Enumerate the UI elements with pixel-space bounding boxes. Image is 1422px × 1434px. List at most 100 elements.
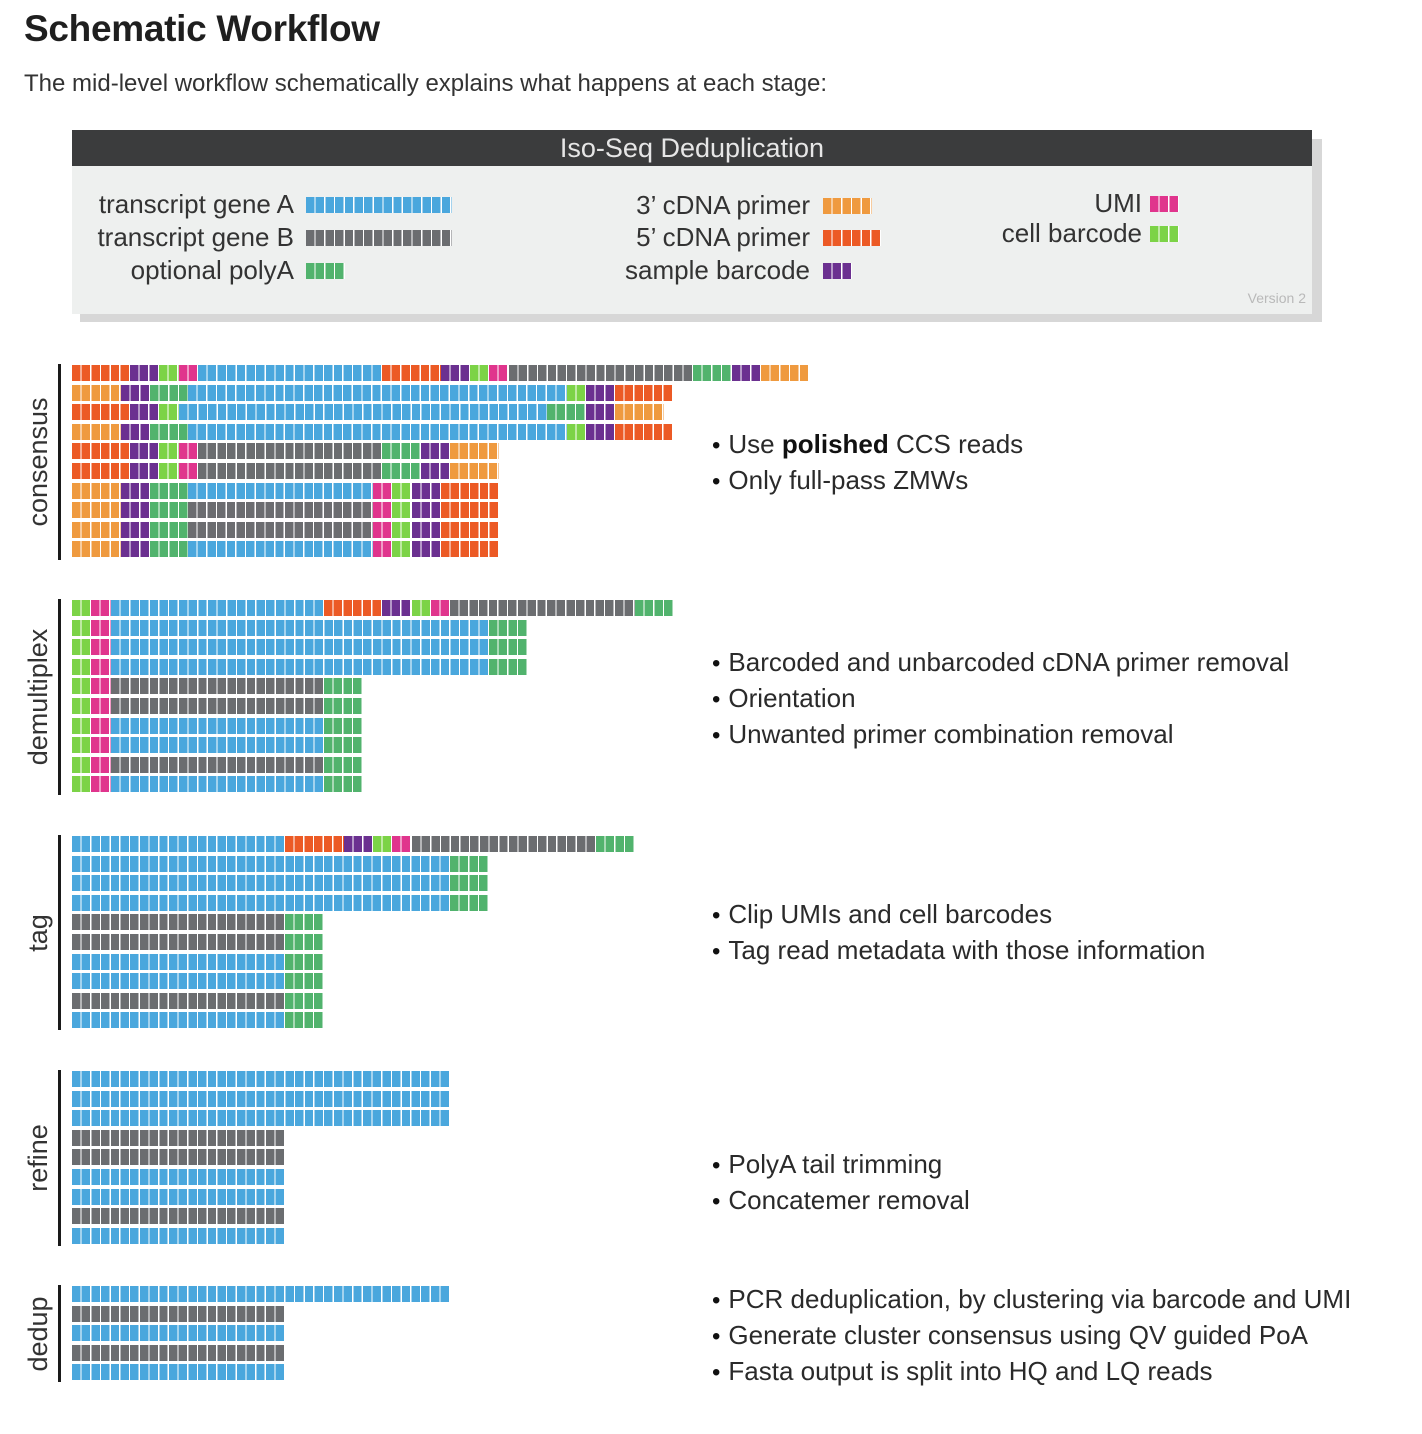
read-segment-consensus	[392, 502, 412, 519]
read-segment-demultiplex	[72, 658, 92, 675]
bullet-text: Use	[728, 429, 782, 459]
read-segment-consensus	[372, 521, 393, 538]
legend-swatch-t5	[823, 230, 882, 246]
read-segment-consensus	[508, 365, 693, 381]
read-segment-demultiplex	[634, 600, 674, 616]
bullet-text: PolyA tail trimming	[728, 1149, 943, 1179]
read-segment-consensus	[149, 482, 189, 499]
legend-swatch-t3	[823, 198, 872, 214]
read-segment-consensus	[440, 521, 499, 538]
legend-swatch-s	[823, 263, 853, 279]
bullet-text: CCS reads	[888, 429, 1024, 459]
read-segment-consensus	[440, 541, 499, 558]
legend-swatch-a	[306, 197, 452, 213]
read-segment-demultiplex	[382, 600, 412, 616]
read-segment-consensus	[411, 541, 441, 558]
read-segment-consensus	[149, 521, 189, 538]
stage-label-refine: refine	[23, 1124, 53, 1192]
legend-swatch-b	[306, 230, 452, 246]
read-segment-tag	[285, 992, 325, 1009]
read-segment-dedup	[72, 1305, 286, 1322]
read-segment-refine	[72, 1208, 286, 1225]
read-segment-dedup	[72, 1344, 286, 1361]
stage-label-dedup: dedup	[23, 1295, 53, 1372]
read-segment-tag	[450, 855, 490, 872]
bullet-text: PCR deduplication, by clustering via bar…	[728, 1284, 1352, 1314]
read-segment-demultiplex	[72, 776, 92, 793]
read-segment-tag	[72, 894, 451, 911]
read-segment-consensus	[178, 404, 548, 421]
legend-label-s: sample barcode	[625, 255, 810, 285]
read-segment-demultiplex	[324, 698, 363, 714]
read-segment-consensus	[72, 521, 121, 538]
bullet-text: Barcoded and unbarcoded cDNA primer remo…	[728, 647, 1290, 677]
read-segment-refine	[72, 1188, 286, 1205]
read-segment-consensus	[188, 502, 373, 519]
bullet-item: Barcoded and unbarcoded cDNA primer remo…	[712, 645, 1289, 681]
read-segment-tag	[372, 836, 393, 852]
read-segment-consensus	[188, 384, 567, 401]
read-segment-consensus	[586, 404, 616, 421]
read-segment-consensus	[72, 365, 131, 381]
read-segment-demultiplex	[72, 619, 92, 636]
read-segment-consensus	[130, 443, 160, 460]
bullet-item: Tag read metadata with those information	[712, 933, 1205, 969]
read-segment-tag	[72, 914, 286, 931]
read-segment-tag	[285, 953, 325, 970]
read-segment-consensus	[120, 521, 150, 538]
read-segment-tag	[72, 973, 286, 990]
read-segment-refine	[72, 1227, 286, 1244]
stage-label-tag: tag	[23, 913, 53, 952]
read-segment-consensus	[178, 463, 199, 479]
read-segment-consensus	[188, 521, 373, 538]
read-segment-demultiplex	[110, 737, 325, 754]
read-segment-consensus	[120, 541, 150, 558]
stage-divider-consensus	[58, 364, 61, 560]
bullet-text: Clip UMIs and cell barcodes	[728, 899, 1053, 929]
legend-version: Version 2	[1247, 290, 1306, 306]
read-segment-tag	[450, 875, 490, 892]
read-segment-consensus	[130, 404, 160, 421]
legend-label-t3: 3’ cDNA primer	[636, 190, 810, 220]
legend-title: Iso-Seq Deduplication	[72, 130, 1312, 166]
read-segment-consensus	[178, 365, 199, 381]
stage-notes-demultiplex: Barcoded and unbarcoded cDNA primer remo…	[712, 645, 1289, 753]
read-segment-demultiplex	[489, 639, 528, 656]
read-segment-demultiplex	[72, 737, 92, 754]
read-segment-demultiplex	[72, 639, 92, 656]
bullet-item: Orientation	[712, 681, 1289, 717]
read-segment-consensus	[392, 521, 412, 538]
read-segment-demultiplex	[72, 600, 92, 616]
read-segment-consensus	[440, 502, 499, 519]
read-segment-tag	[343, 836, 373, 852]
read-segment-consensus	[421, 463, 451, 479]
legend-label-t5: 5’ cDNA primer	[636, 222, 810, 252]
read-segment-consensus	[615, 423, 674, 440]
read-segment-consensus	[586, 423, 616, 440]
read-segment-demultiplex	[91, 619, 111, 636]
read-segment-refine	[72, 1169, 286, 1185]
read-segment-demultiplex	[91, 717, 111, 734]
read-segment-tag	[72, 992, 286, 1009]
read-segment-refine	[72, 1149, 286, 1166]
read-segment-consensus	[159, 404, 179, 421]
stage-label-consensus: consensus	[23, 397, 53, 527]
legend-swatch-p	[306, 263, 345, 279]
bullet-item: PolyA tail trimming	[712, 1147, 970, 1183]
read-segment-demultiplex	[324, 600, 383, 616]
stage-divider-dedup	[58, 1285, 61, 1382]
read-segment-tag	[72, 1012, 286, 1029]
read-segment-demultiplex	[110, 776, 325, 793]
read-segment-consensus	[149, 423, 189, 440]
read-segment-demultiplex	[91, 737, 111, 754]
read-segment-demultiplex	[110, 717, 325, 734]
read-segment-demultiplex	[110, 619, 490, 636]
read-segment-consensus	[566, 423, 587, 440]
read-segment-consensus	[130, 463, 160, 479]
read-segment-demultiplex	[450, 600, 635, 616]
read-segment-consensus	[120, 502, 150, 519]
read-segment-demultiplex	[72, 698, 92, 714]
bullet-item: Only full-pass ZMWs	[712, 463, 1023, 499]
legend-label-b: transcript gene B	[97, 222, 294, 252]
read-segment-tag	[72, 836, 286, 852]
